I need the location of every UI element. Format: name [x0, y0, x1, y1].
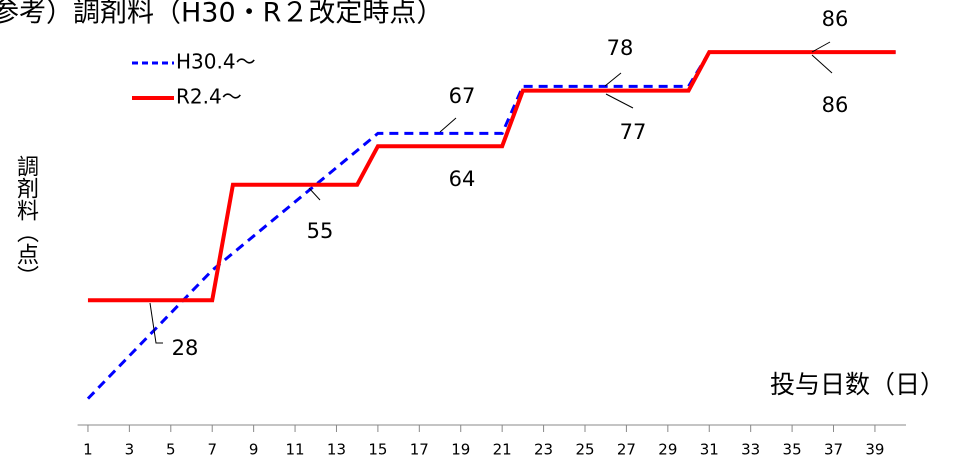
x-tick-label: 1 — [83, 441, 93, 459]
x-tick-label: 15 — [368, 441, 387, 459]
x-tick-label: 13 — [327, 441, 346, 459]
y-axis-label: 調剤料（点） — [13, 155, 39, 287]
x-tick-label: 31 — [700, 441, 719, 459]
x-tick-label: 5 — [166, 441, 176, 459]
x-tick-label: 21 — [493, 441, 512, 459]
series-line — [87, 50, 896, 303]
annotation-leader — [308, 187, 321, 201]
annotation: 86 — [822, 93, 849, 117]
annotation: 28 — [172, 336, 199, 360]
x-tick-label: 39 — [865, 441, 884, 459]
annotation-leader — [811, 54, 833, 74]
x-tick-label: 17 — [410, 441, 429, 459]
legend-label: H30.4～ — [176, 50, 256, 74]
annotation: 64 — [449, 167, 476, 191]
annotation: 77 — [620, 120, 647, 144]
x-tick-label: 3 — [125, 441, 135, 459]
annotation-leader — [149, 302, 163, 344]
x-tick-label: 23 — [534, 441, 553, 459]
x-tick-label: 35 — [783, 441, 802, 459]
x-tick-label: 7 — [207, 441, 217, 459]
annotation: 78 — [607, 36, 634, 60]
x-tick-label: 37 — [824, 441, 843, 459]
x-tick-label: 27 — [617, 441, 636, 459]
x-tick-label: 33 — [741, 441, 760, 459]
x-tick-label: 29 — [658, 441, 677, 459]
legend-label: R2.4～ — [176, 85, 242, 109]
annotation-leader — [811, 41, 831, 53]
x-tick-label: 11 — [286, 441, 305, 459]
annotation-leader — [604, 72, 622, 87]
annotation: 67 — [449, 84, 476, 108]
annotation-leader — [605, 93, 634, 109]
x-axis-label: 投与日数（日） — [770, 370, 945, 399]
annotation: 55 — [307, 219, 334, 243]
annotation-leader — [439, 117, 457, 133]
x-tick-label: 25 — [575, 441, 594, 459]
annotation: 86 — [822, 7, 849, 31]
x-tick-label: 9 — [249, 441, 259, 459]
x-tick-label: 19 — [451, 441, 470, 459]
chart-title: 参考）調剤料（H30・R２改定時点） — [0, 0, 443, 29]
